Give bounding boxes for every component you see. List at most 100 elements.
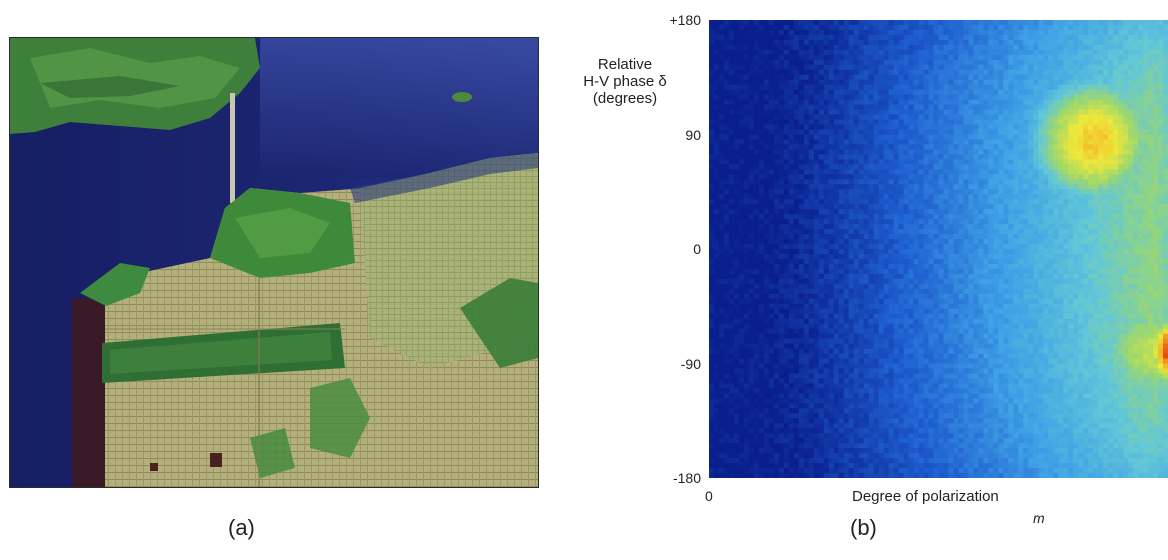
heatmap-cell bbox=[1058, 244, 1064, 250]
heatmap-cell bbox=[1068, 229, 1074, 235]
heatmap-cell bbox=[748, 109, 755, 116]
heatmap-cell bbox=[753, 144, 760, 151]
heatmap-cell bbox=[828, 24, 835, 31]
heatmap-cell bbox=[988, 174, 994, 180]
heatmap-cell bbox=[1128, 54, 1134, 61]
heatmap-cell bbox=[1018, 273, 1024, 280]
heatmap-cell bbox=[1068, 189, 1074, 195]
heatmap-cell bbox=[1033, 20, 1039, 26]
heatmap-cell bbox=[1053, 144, 1059, 151]
heatmap-cell bbox=[838, 194, 845, 200]
heatmap-cell bbox=[1063, 64, 1069, 71]
heatmap-cell bbox=[903, 99, 910, 106]
heatmap-cell bbox=[1038, 253, 1044, 260]
heatmap-cell bbox=[828, 174, 835, 180]
heatmap-cell bbox=[943, 239, 950, 245]
heatmap-cell bbox=[783, 49, 790, 56]
heatmap-cell bbox=[868, 29, 875, 36]
heatmap-cell bbox=[793, 49, 800, 56]
heatmap-cell bbox=[998, 119, 1004, 126]
heatmap-cell bbox=[1063, 79, 1069, 86]
heatmap-cell bbox=[788, 49, 795, 56]
heatmap-cell bbox=[873, 69, 880, 76]
heatmap-cell bbox=[958, 229, 965, 235]
heatmap-cell bbox=[1098, 179, 1104, 185]
heatmap-cell bbox=[728, 273, 735, 280]
heatmap-cell bbox=[1163, 79, 1168, 86]
heatmap-cell bbox=[728, 159, 735, 165]
heatmap-cell bbox=[1068, 99, 1074, 106]
heatmap-cell bbox=[883, 29, 890, 36]
heatmap-cell bbox=[838, 214, 845, 220]
heatmap-cell bbox=[1113, 174, 1119, 180]
heatmap-cell bbox=[833, 214, 840, 220]
heatmap-cell bbox=[1038, 39, 1044, 46]
heatmap-cell bbox=[1138, 159, 1144, 165]
heatmap-cell bbox=[813, 209, 820, 215]
heatmap-cell bbox=[883, 109, 890, 116]
heatmap-cell bbox=[733, 94, 740, 101]
heatmap-cell bbox=[773, 29, 780, 36]
heatmap-cell bbox=[1103, 29, 1109, 36]
heatmap-cell bbox=[953, 49, 960, 56]
heatmap-cell bbox=[943, 49, 950, 56]
heatmap-cell bbox=[1083, 234, 1089, 240]
heatmap-cell bbox=[928, 204, 935, 210]
heatmap-cell bbox=[1123, 253, 1129, 260]
heatmap-cell bbox=[1008, 20, 1014, 26]
heatmap-cell bbox=[863, 244, 870, 250]
heatmap-cell bbox=[783, 189, 790, 195]
heatmap-cell bbox=[1103, 144, 1109, 151]
heatmap-cell bbox=[1088, 224, 1094, 230]
heatmap-cell bbox=[968, 29, 975, 36]
heatmap-cell bbox=[938, 184, 945, 190]
heatmap-cell bbox=[818, 234, 825, 240]
heatmap-cell bbox=[1053, 34, 1059, 41]
heatmap-cell bbox=[783, 273, 790, 280]
heatmap-cell bbox=[888, 214, 895, 220]
heatmap-cell bbox=[728, 244, 735, 250]
heatmap-cell bbox=[1093, 59, 1099, 66]
heatmap-cell bbox=[1068, 29, 1074, 36]
heatmap-cell bbox=[838, 164, 845, 170]
heatmap-cell bbox=[1103, 34, 1109, 41]
heatmap-cell bbox=[853, 79, 860, 86]
heatmap-cell bbox=[933, 189, 940, 195]
heatmap-cell bbox=[918, 44, 925, 51]
heatmap-cell bbox=[1023, 119, 1029, 126]
heatmap-cell bbox=[1028, 174, 1034, 180]
heatmap-cell bbox=[1143, 54, 1149, 61]
heatmap-cell bbox=[853, 194, 860, 200]
heatmap-cell bbox=[868, 253, 875, 260]
heatmap-cell bbox=[1048, 239, 1054, 245]
heatmap-cell bbox=[933, 20, 940, 26]
heatmap-cell bbox=[743, 39, 750, 46]
heatmap-cell bbox=[928, 224, 935, 230]
heatmap-cell bbox=[843, 219, 850, 225]
heatmap-cell bbox=[1058, 159, 1064, 165]
heatmap-cell bbox=[968, 174, 975, 180]
heatmap-cell bbox=[833, 234, 840, 240]
heatmap-cell bbox=[883, 89, 890, 96]
heatmap-cell bbox=[813, 114, 820, 121]
heatmap-cell bbox=[913, 139, 920, 146]
heatmap-cell bbox=[1138, 54, 1144, 61]
heatmap-cell bbox=[863, 229, 870, 235]
heatmap-cell bbox=[709, 154, 715, 160]
heatmap-cell bbox=[728, 119, 735, 126]
heatmap-cell bbox=[923, 209, 930, 215]
heatmap-cell bbox=[873, 84, 880, 91]
heatmap-cell bbox=[878, 89, 885, 96]
heatmap-cell bbox=[843, 74, 850, 81]
heatmap-cell bbox=[1128, 154, 1134, 160]
heatmap-cell bbox=[868, 89, 875, 96]
heatmap-cell bbox=[783, 154, 790, 160]
heatmap-cell bbox=[798, 39, 805, 46]
heatmap-cell bbox=[953, 74, 960, 81]
heatmap-cell bbox=[833, 79, 840, 86]
heatmap-cell bbox=[1018, 189, 1024, 195]
heatmap-cell bbox=[1088, 249, 1094, 255]
heatmap-cell bbox=[1098, 258, 1104, 265]
heatmap-cell bbox=[933, 29, 940, 36]
heatmap-cell bbox=[978, 249, 984, 255]
